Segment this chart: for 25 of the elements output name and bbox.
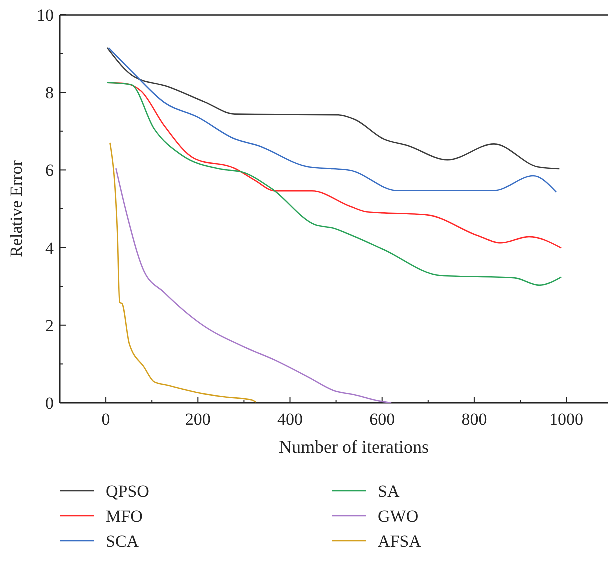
x-tick-label: 400 <box>278 410 303 429</box>
y-tick-label: 0 <box>46 394 54 413</box>
y-tick-label: 4 <box>46 238 54 258</box>
line-series <box>108 47 558 193</box>
x-tick-label: 1000 <box>550 410 584 429</box>
y-tick-label: 2 <box>46 316 54 336</box>
line-series <box>110 142 257 403</box>
y-tick-label: 10 <box>37 6 54 25</box>
x-axis-title: Number of iterations <box>279 437 429 457</box>
legend-label: QPSO <box>106 482 150 501</box>
legend-label: SA <box>378 482 400 501</box>
legend-label: AFSA <box>378 532 422 551</box>
line-series <box>106 82 562 286</box>
x-tick-label: 600 <box>370 410 396 429</box>
y-tick-label: 8 <box>46 84 54 103</box>
legend-label: GWO <box>378 506 419 526</box>
y-axis-title: Relative Error <box>7 160 26 258</box>
x-tick-label: 0 <box>102 410 110 429</box>
x-tick-label: 800 <box>462 410 488 429</box>
x-tick-label: 200 <box>185 410 211 429</box>
line-series <box>116 168 392 404</box>
y-tick-label: 6 <box>46 161 54 180</box>
line-series <box>106 47 560 170</box>
legend-label: MFO <box>106 506 143 526</box>
legend-label: SCA <box>106 532 140 551</box>
